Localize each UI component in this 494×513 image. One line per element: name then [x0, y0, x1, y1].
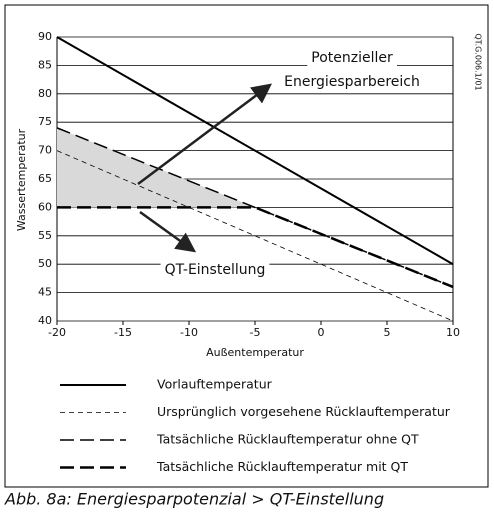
- y-tick-label: 40: [38, 314, 52, 327]
- y-tick-label: 50: [38, 257, 52, 270]
- x-tick-label: -20: [48, 326, 66, 339]
- y-tick-label: 45: [38, 286, 52, 299]
- x-tick-label: -5: [250, 326, 261, 339]
- series-line: [56, 36, 454, 266]
- annotation: QT-Einstellung: [165, 262, 266, 278]
- x-tick-label: 5: [384, 326, 391, 339]
- annotation: Energiesparbereich: [284, 74, 420, 90]
- y-tick-label: 85: [38, 58, 52, 71]
- y-tick-label: 55: [38, 229, 52, 242]
- x-axis-label: Außentemperatur: [206, 346, 304, 359]
- side-label: QT.G.006.1/01: [474, 33, 483, 90]
- caption: Abb. 8a: Energiesparpotenzial > QT-Einst…: [4, 490, 384, 509]
- legend-label: Ursprünglich vorgesehene Rücklauftempera…: [157, 404, 451, 419]
- series-line: [57, 206, 454, 289]
- x-tick-label: 0: [318, 326, 325, 339]
- legend-label: Vorlauftemperatur: [157, 377, 273, 392]
- x-tick-label: -10: [180, 326, 198, 339]
- frame: [4, 4, 489, 488]
- annotation: Potenzieller: [311, 50, 393, 66]
- series-line: [56, 127, 454, 288]
- y-tick-label: 60: [38, 200, 52, 213]
- y-tick-label: 75: [38, 115, 52, 128]
- annotation-bg: [280, 73, 424, 91]
- arrow: [139, 210, 197, 253]
- arrow: [137, 83, 272, 185]
- y-tick-label: 70: [38, 144, 52, 157]
- legend-label: Tatsächliche Rücklauftemperatur mit QT: [156, 459, 408, 474]
- annotation-bg: [307, 49, 397, 67]
- x-tick-label: 10: [446, 326, 460, 339]
- y-tick-label: 80: [38, 87, 52, 100]
- annotation-bg: [160, 261, 270, 279]
- x-tick-label: -15: [114, 326, 132, 339]
- legend-label: Tatsächliche Rücklauftemperatur ohne QT: [156, 432, 419, 447]
- y-tick-label: 90: [38, 30, 52, 43]
- y-axis-label: Wassertemperatur: [15, 128, 28, 231]
- y-tick-label: 65: [38, 172, 52, 185]
